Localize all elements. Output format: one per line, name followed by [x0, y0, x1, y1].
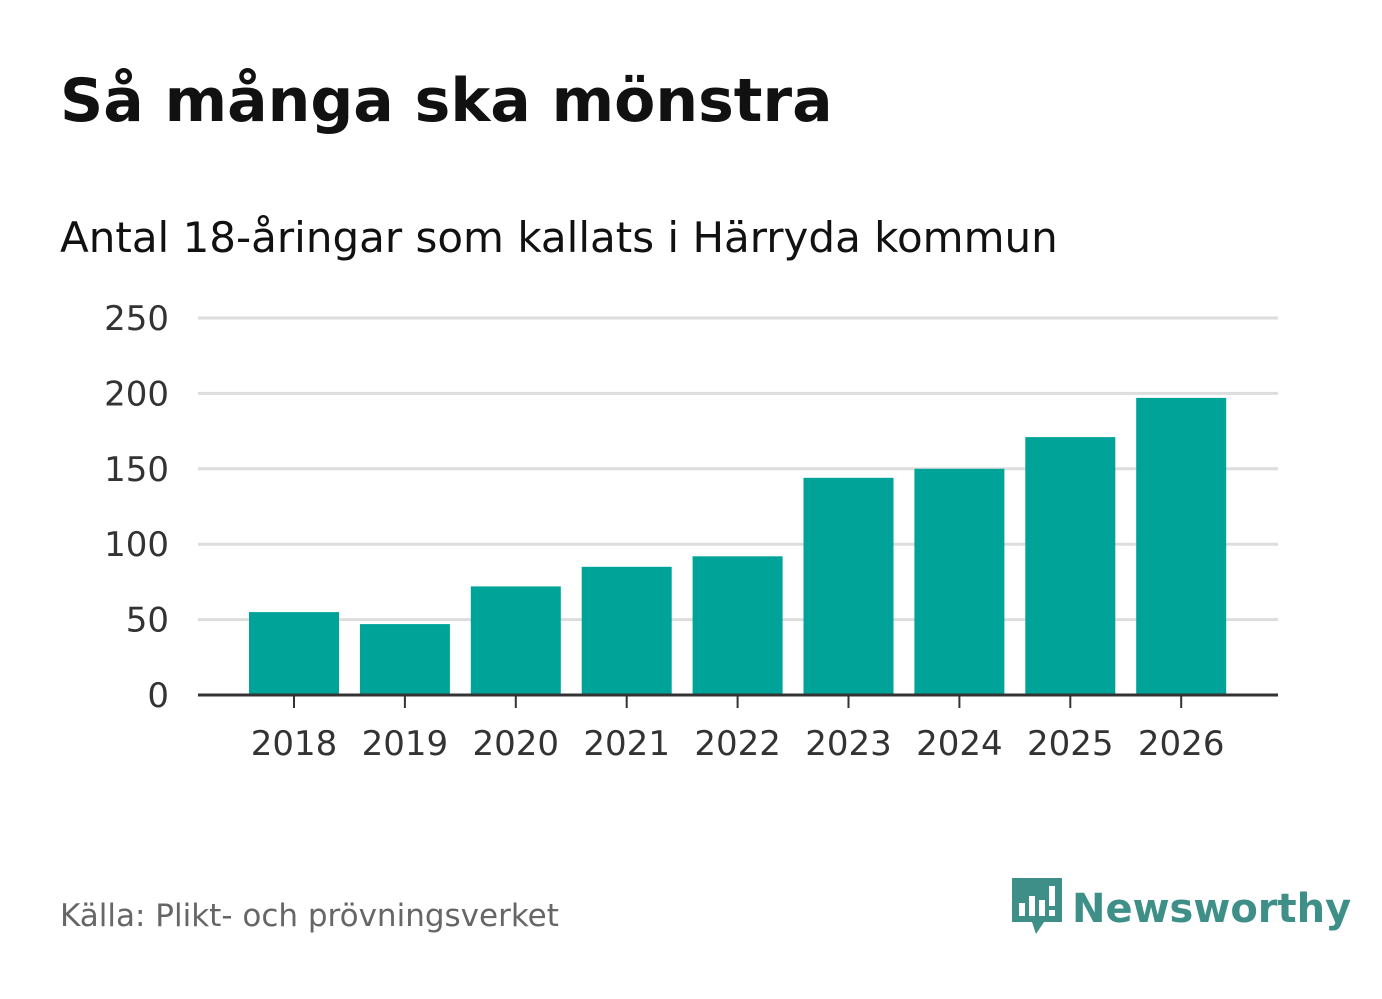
y-tick-label: 150	[104, 450, 169, 490]
bars	[249, 397, 1227, 695]
y-tick-label: 100	[104, 525, 169, 565]
bar-2024	[914, 468, 1005, 695]
newsworthy-logo-icon	[1010, 876, 1064, 942]
bar-2018	[249, 612, 339, 695]
bar-2025	[1025, 437, 1116, 695]
x-tick-label-2023: 2023	[805, 724, 892, 764]
x-tick-labels: 2018 2019 2020 2021 2022 2023 2024 2025 2026	[251, 724, 1225, 764]
bar-2021	[581, 566, 672, 695]
chart-subtitle: Antal 18-åringar som kallats i Härryda k…	[60, 213, 1058, 262]
y-tick-label: 0	[147, 676, 169, 716]
y-tick-label: 50	[126, 601, 169, 641]
x-tick-label-2024: 2024	[916, 724, 1003, 764]
bar-2026	[1136, 397, 1227, 695]
source-note: Källa: Plikt- och prövningsverket	[60, 898, 559, 934]
bar-2020	[470, 586, 561, 695]
x-axis	[198, 693, 1278, 708]
bar-2022	[692, 556, 783, 695]
bar-2019	[359, 624, 450, 695]
y-tick-label: 250	[104, 299, 169, 339]
chart-title: Så många ska mönstra	[60, 66, 833, 136]
x-tick-label-2018: 2018	[251, 724, 338, 764]
y-tick-labels: 0 50 100 150 200 250	[104, 299, 169, 716]
brand-name: Newsworthy	[1072, 886, 1352, 932]
x-tick-label-2026: 2026	[1138, 724, 1225, 764]
bar-2023	[803, 477, 894, 695]
y-tick-label: 200	[104, 374, 169, 414]
x-tick-label-2025: 2025	[1027, 724, 1114, 764]
x-tick-label-2020: 2020	[473, 724, 560, 764]
x-tick-label-2022: 2022	[694, 724, 781, 764]
x-tick-label-2021: 2021	[583, 724, 670, 764]
x-tick-label-2019: 2019	[362, 724, 449, 764]
brand-logo: Newsworthy	[1010, 878, 1351, 940]
